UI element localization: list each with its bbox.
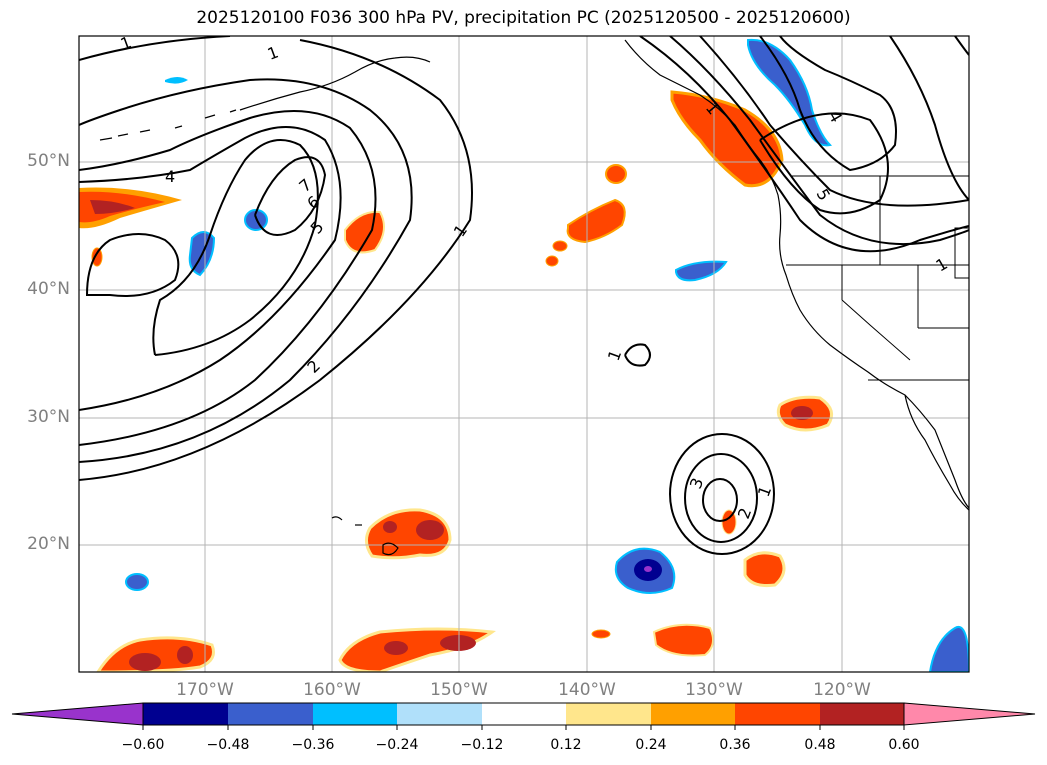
precip-positive-area [338, 627, 496, 672]
precip-positive-area [605, 164, 627, 184]
lat-tick-label: 40°N [27, 279, 70, 299]
precip-positive-area [344, 210, 385, 254]
lon-tick-label: 160°W [303, 680, 361, 700]
colorbar-segment [820, 703, 904, 725]
lat-tick-label: 30°N [27, 407, 70, 427]
precip-positive-area [177, 646, 193, 664]
coastlines [99, 39, 969, 556]
contour-label: 4 [165, 167, 175, 186]
hawaii-island [331, 516, 343, 521]
baja-coast [904, 394, 969, 511]
colorbar-segment [735, 703, 820, 725]
contour-label: 2 [734, 505, 755, 521]
colorbar-tick-label: −0.12 [460, 737, 504, 753]
colorbar-segment [482, 703, 566, 725]
plot-title: 2025120100 F036 300 hPa PV, precipitatio… [196, 8, 851, 28]
lon-tick-label: 140°W [558, 680, 616, 700]
colorbar-segment [313, 703, 397, 725]
precip-negative-area [125, 573, 149, 591]
colorbar-tick-label: −0.48 [206, 737, 250, 753]
precip-positive-area [591, 629, 611, 639]
lon-tick-label: 170°W [176, 680, 234, 700]
lat-tick-label: 20°N [27, 534, 70, 554]
precip-positive-area [91, 247, 103, 267]
precip-positive-area [129, 653, 161, 671]
contour-label: 7 [295, 175, 315, 196]
precip-positive-area [743, 551, 786, 587]
precip-positive-area [383, 521, 397, 533]
contour-label: 1 [118, 32, 134, 53]
contour-label: 4 [825, 108, 847, 126]
political-borders [786, 175, 969, 381]
hawaii-island [382, 542, 399, 556]
colorbar-extend-max [903, 702, 1036, 726]
lon-tick-label: 150°W [430, 680, 488, 700]
colorbar-tick-label: −0.36 [291, 737, 335, 753]
precip-positive-area [90, 200, 135, 214]
precip-positive-area [721, 509, 737, 535]
precip-negative-area [928, 625, 969, 672]
colorbar-tick-label: −0.24 [375, 737, 419, 753]
north-america-coast [624, 39, 969, 509]
alaska-coast [239, 56, 431, 111]
precip-negative-area [644, 566, 652, 572]
precip-positive-area [566, 198, 626, 244]
colorbar-tick-label: 0.60 [888, 737, 920, 753]
precip-positive-area [440, 635, 476, 651]
precip-negative-area [747, 38, 833, 147]
colorbar-outline [142, 702, 905, 726]
contour-label: 2 [303, 356, 324, 377]
precip-fills [79, 38, 969, 672]
colorbar-segment [143, 703, 228, 725]
contour-label: 1 [265, 42, 281, 63]
gridlines [79, 36, 969, 672]
contour-labels: 1 1 4 7 6 5 1 2 1 4 5 1 1 3 2 1 [118, 32, 951, 521]
colorbar-segment [228, 703, 313, 725]
colorbar-extend-min [11, 702, 144, 726]
map-frame [78, 35, 970, 673]
colorbar-tick-label: −0.60 [121, 737, 165, 753]
contour-label: 5 [813, 186, 835, 204]
lat-tick-label: 50°N [27, 151, 70, 171]
colorbar-tick-label: 0.24 [635, 737, 667, 753]
pv-contours [79, 36, 969, 555]
precip-positive-area [670, 90, 784, 188]
colorbar-tick-label: 0.48 [804, 737, 836, 753]
colorbar-segment [651, 703, 735, 725]
colorbar [11, 702, 1036, 730]
contour-label: 1 [604, 347, 625, 363]
colorbar-tick-label: 0.36 [719, 737, 751, 753]
precip-negative-area [675, 260, 728, 282]
precip-positive-area [384, 641, 408, 655]
lon-tick-label: 130°W [685, 680, 743, 700]
precip-positive-area [545, 255, 559, 267]
precip-positive-area [791, 406, 813, 420]
lon-tick-label: 120°W [813, 680, 871, 700]
precip-positive-area [552, 240, 568, 252]
precip-negative-area [165, 77, 188, 84]
contour-label: 5 [307, 218, 328, 238]
colorbar-tick-label: 0.12 [550, 737, 582, 753]
aleutians [99, 109, 237, 141]
precip-positive-area [416, 520, 444, 540]
contour-label: 3 [686, 475, 707, 491]
colorbar-segment [397, 703, 482, 725]
map-plot-area: 1 1 4 7 6 5 1 2 1 4 5 1 1 3 2 1 [79, 32, 969, 672]
precip-positive-area [652, 623, 715, 657]
colorbar-segment [566, 703, 651, 725]
